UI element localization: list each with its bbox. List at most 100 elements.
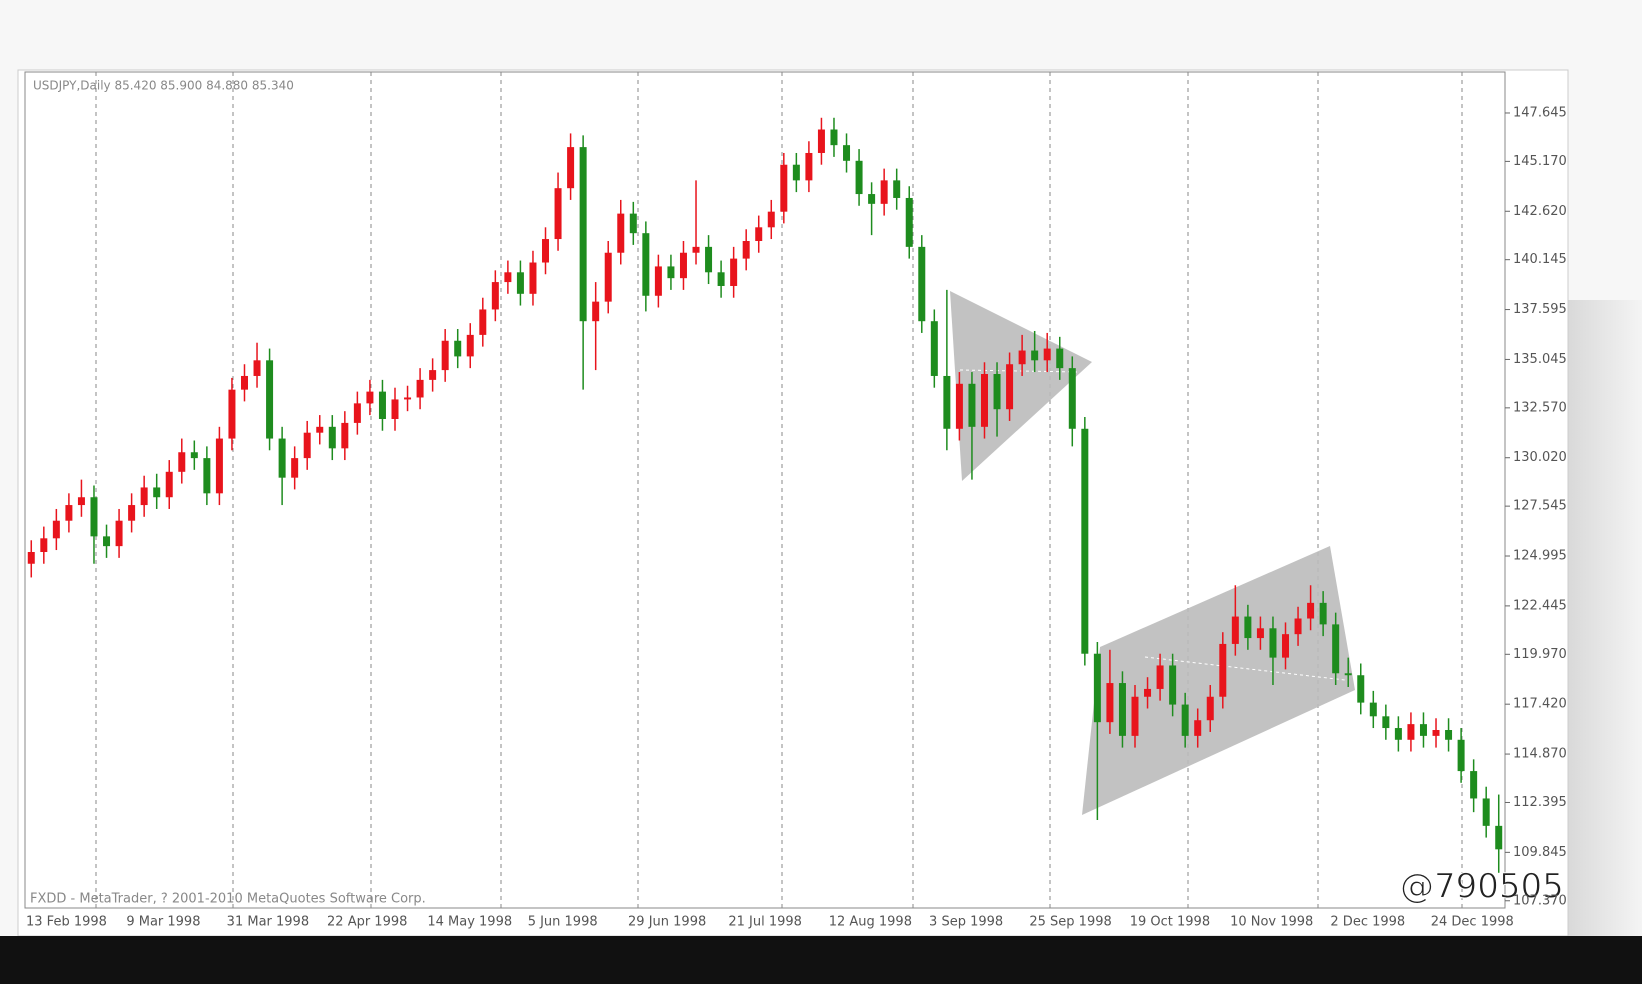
candle-body: [1194, 720, 1202, 736]
y-tick-label: 117.420: [1513, 697, 1567, 712]
candle-body: [1206, 696, 1214, 721]
candle-body: [604, 252, 612, 302]
candle-body: [592, 301, 600, 322]
y-tick-label: 135.045: [1513, 352, 1567, 367]
candle-body: [642, 233, 650, 296]
candle-body: [153, 487, 161, 498]
candle-body: [792, 164, 800, 181]
candles: [27, 117, 1503, 873]
candle-body: [1394, 728, 1402, 740]
y-tick-label: 147.645: [1513, 105, 1567, 120]
candle-body: [1156, 665, 1164, 689]
candle-body: [679, 252, 687, 279]
shadow: [1568, 300, 1642, 936]
candle-body: [843, 145, 851, 161]
candle-body: [955, 383, 963, 429]
candle-body: [1093, 653, 1101, 723]
candle-body: [529, 262, 537, 294]
chart-window: [17, 69, 1569, 937]
candle-body: [742, 240, 750, 259]
candle-body: [391, 399, 399, 419]
candle-body: [805, 152, 813, 181]
x-tick-label: 9 Mar 1998: [126, 915, 200, 930]
candle-body: [1006, 364, 1014, 410]
candle-body: [654, 266, 662, 296]
candle-body: [868, 194, 876, 204]
candle-body: [516, 272, 524, 294]
y-tick-label: 127.545: [1513, 499, 1567, 514]
candle-body: [140, 487, 148, 506]
y-tick-label: 132.570: [1513, 400, 1567, 415]
candle-body: [1457, 739, 1465, 772]
candle-body: [567, 147, 575, 189]
candle-body: [1432, 730, 1440, 736]
x-tick-label: 25 Sep 1998: [1029, 915, 1111, 930]
candle-body: [1081, 428, 1089, 654]
candle-body: [115, 520, 123, 547]
bottom-bar: [0, 936, 1642, 984]
y-tick-label: 142.620: [1513, 204, 1567, 219]
candle-body: [454, 340, 462, 357]
channel-pattern: [1082, 546, 1355, 815]
candle-body: [291, 458, 299, 478]
candle-body: [203, 458, 211, 494]
candle-body: [993, 374, 1001, 410]
candle-body: [1231, 616, 1239, 644]
y-tick-label: 140.145: [1513, 252, 1567, 267]
candle-body: [1419, 724, 1427, 736]
candle-body: [1269, 628, 1277, 658]
candle-body: [278, 438, 286, 478]
candle-body: [1056, 348, 1064, 369]
candle-body: [1031, 350, 1039, 361]
candle-body: [1169, 665, 1177, 705]
candle-body: [542, 239, 550, 263]
candle-body: [1256, 628, 1264, 639]
candle-body: [240, 375, 248, 390]
candle-body: [817, 129, 825, 153]
candle-body: [40, 538, 48, 553]
candle-body: [341, 422, 349, 449]
candle-body: [479, 309, 487, 335]
candle-body: [228, 389, 236, 439]
y-tick-label: 107.370: [1513, 893, 1567, 908]
watermark: @790505: [1400, 867, 1564, 907]
footer: FXDD - MetaTrader, ? 2001-2010 MetaQuote…: [30, 892, 426, 907]
candle-body: [1332, 624, 1340, 674]
x-tick-label: 5 Jun 1998: [528, 915, 598, 930]
candle-body: [1307, 602, 1315, 619]
x-tick-label: 22 Apr 1998: [327, 915, 407, 930]
candle-body: [1282, 634, 1290, 658]
candle-body: [190, 452, 198, 459]
candle-body: [755, 227, 763, 241]
candle-body: [1319, 602, 1327, 625]
candle-body: [880, 180, 888, 204]
candle-body: [767, 211, 775, 228]
x-tick-label: 24 Dec 1998: [1431, 915, 1514, 930]
x-tick-label: 2 Dec 1998: [1330, 915, 1405, 930]
candle-body: [1144, 688, 1152, 697]
candle-body: [943, 375, 951, 429]
chart-title: USDJPY,Daily 85.420 85.900 84.880 85.340: [33, 79, 294, 93]
x-tick-label: 21 Jul 1998: [728, 915, 802, 930]
candle-body: [165, 471, 173, 498]
x-tick-label: 31 Mar 1998: [227, 915, 309, 930]
candle-body: [554, 188, 562, 240]
candle-body: [980, 374, 988, 427]
triangle-pattern: [950, 291, 1092, 481]
x-tick-label: 14 May 1998: [427, 915, 512, 930]
x-tick-label: 12 Aug 1998: [829, 915, 912, 930]
plot-frame: [24, 71, 1506, 909]
candle-body: [780, 164, 788, 212]
candle-body: [617, 213, 625, 253]
y-tick-label: 124.995: [1513, 549, 1567, 564]
y-tick-label: 122.445: [1513, 598, 1567, 613]
candle-body: [579, 147, 587, 322]
candle-body: [52, 520, 60, 539]
candle-body: [730, 258, 738, 286]
candle-body: [1106, 683, 1114, 723]
candle-body: [1068, 368, 1076, 429]
y-tick-label: 109.845: [1513, 845, 1567, 860]
candle-body: [629, 213, 637, 234]
y-tick-label: 145.170: [1513, 154, 1567, 169]
